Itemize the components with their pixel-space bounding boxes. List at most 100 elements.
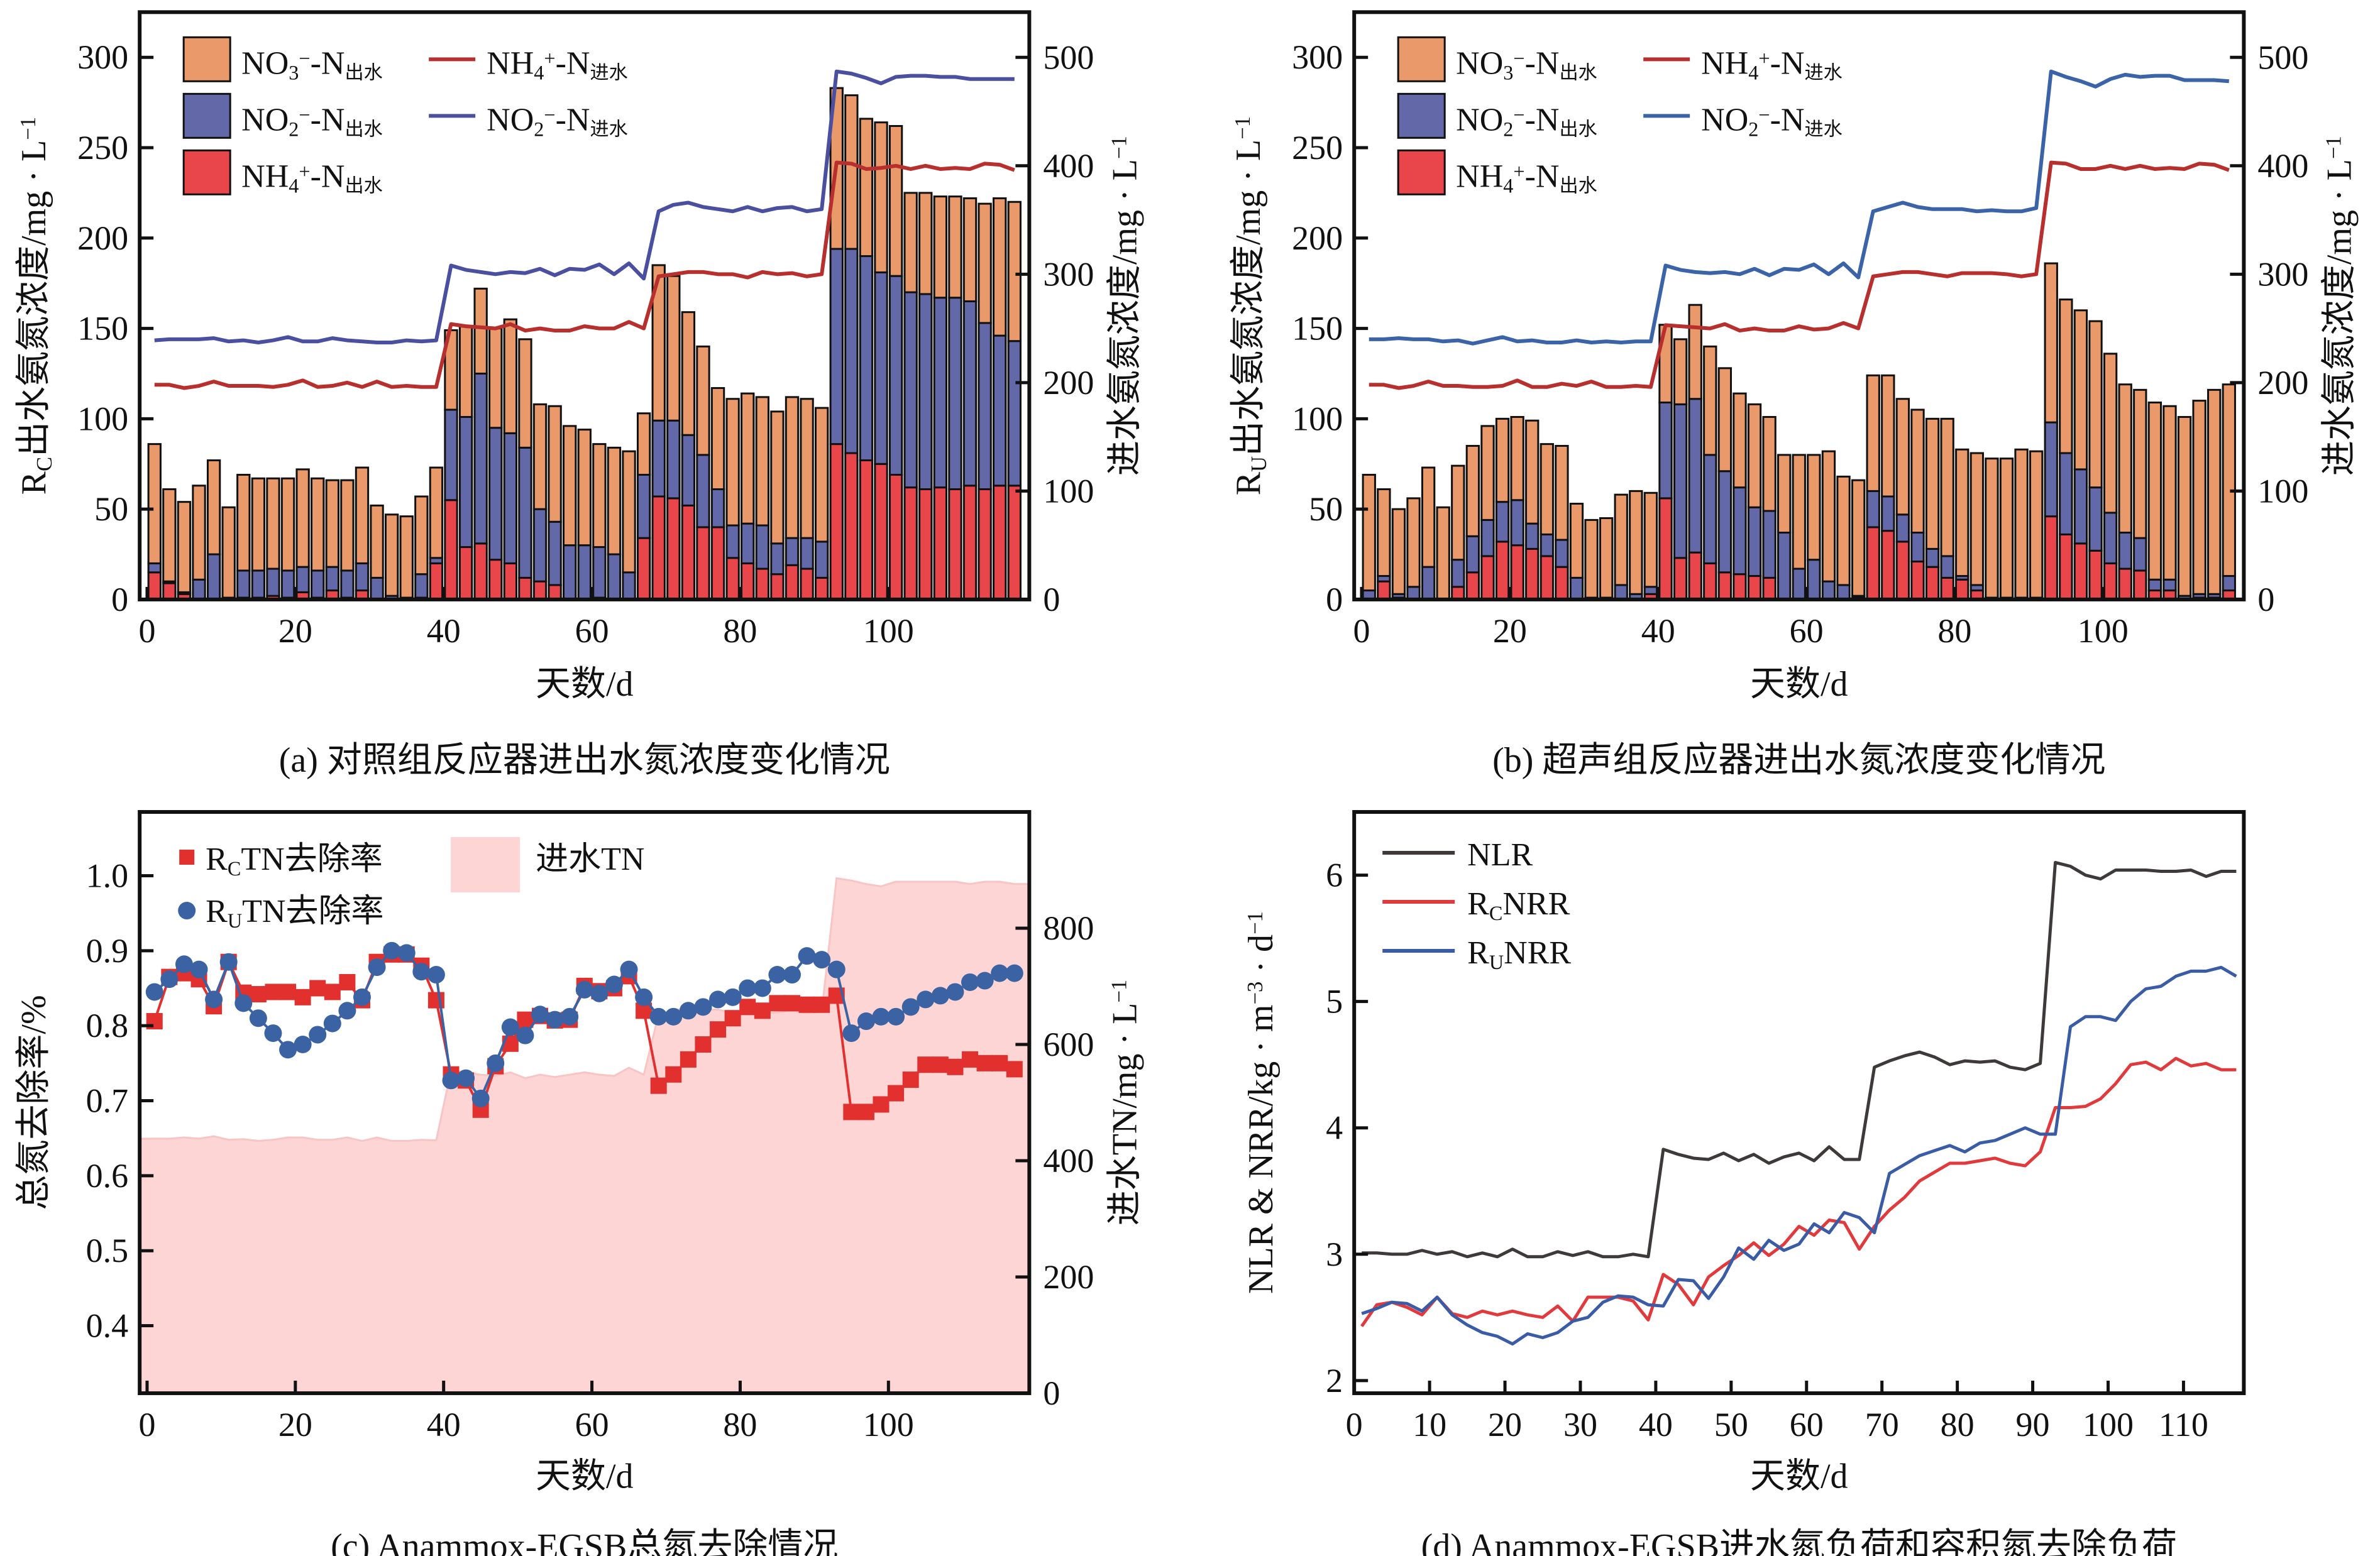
bar-nh4	[1955, 578, 1970, 601]
legend-label-nh4_in: NH4+-N进水	[1701, 45, 1843, 84]
bar-group	[1881, 374, 1895, 601]
bar-no3	[162, 488, 177, 583]
bar-group	[2162, 405, 2177, 601]
bar-group	[918, 192, 933, 601]
bar-group	[1925, 417, 1940, 601]
legend-label-ru_nrr: RUNRR	[1467, 935, 1571, 973]
bar-group	[666, 275, 681, 601]
panel-caption: (a) 对照组反应器进出水氮浓度变化情况	[279, 741, 890, 780]
marker-ru	[575, 980, 593, 999]
bar-nh4	[933, 486, 948, 601]
bar-group	[933, 195, 948, 601]
line-no2_in	[1369, 69, 2230, 346]
bar-group	[2133, 388, 2147, 601]
marker-ru	[487, 1054, 505, 1072]
y-tick-label: 300	[77, 38, 128, 76]
marker-ru	[679, 1002, 697, 1020]
y2-tick-label: 0	[2257, 581, 2274, 618]
x-tick-label: 20	[278, 1406, 312, 1444]
bar-nh4	[903, 486, 918, 601]
y-tick-label: 0	[1326, 581, 1343, 618]
marker-rc	[680, 1051, 697, 1068]
x-tick-label: 80	[723, 1406, 757, 1444]
plot-frame-b	[1352, 10, 2246, 601]
bar-no3	[355, 466, 370, 564]
bar-group	[1733, 392, 1747, 601]
bar-no3	[1436, 506, 1450, 601]
bar-no2	[681, 434, 696, 507]
bar-no3	[1881, 374, 1895, 498]
y-tick-label: 100	[77, 400, 128, 437]
bar-no2	[458, 415, 473, 549]
bar-no3	[295, 468, 310, 568]
bar-no2	[311, 569, 325, 599]
marker-ru	[827, 960, 846, 978]
bar-no3	[280, 477, 295, 572]
bar-nh4	[874, 463, 888, 601]
bar-no3	[206, 459, 221, 556]
bar-group	[592, 443, 607, 601]
bar-nh4	[147, 571, 162, 601]
bar-nh4	[473, 542, 488, 601]
bar-group	[903, 192, 918, 601]
bar-no3	[888, 124, 903, 277]
bar-no2	[741, 522, 755, 564]
bar-no3	[488, 327, 503, 429]
bar-no2	[800, 537, 814, 570]
bar-group	[147, 443, 162, 601]
bar-no3	[1999, 457, 2014, 599]
bar-no2	[518, 446, 532, 579]
bar-no3	[1599, 517, 1614, 599]
bar-no2	[1465, 535, 1480, 574]
marker-ru	[991, 964, 1009, 982]
x-tick-label: 40	[427, 1406, 461, 1444]
bar-nh4	[978, 488, 992, 601]
bar-group	[2014, 448, 2029, 601]
bar-no3	[1733, 392, 1747, 489]
bar-group	[414, 495, 429, 601]
marker-ru	[145, 983, 163, 1001]
bar-no2	[1777, 532, 1792, 601]
plot-frame-a	[138, 10, 1032, 601]
marker-ru	[546, 1011, 564, 1029]
bar-group	[266, 477, 280, 601]
bar-no3	[993, 197, 1007, 337]
legend: NLR RCNRR RUNRR	[1382, 837, 1571, 973]
bar-group	[488, 327, 503, 601]
bar-no3	[1629, 490, 1643, 595]
bar-no3	[2177, 415, 2192, 597]
bar-nh4	[696, 526, 710, 601]
marker-ru	[234, 994, 253, 1012]
bar-no3	[147, 443, 162, 564]
legend: NO3−-N出水 NH4+-N进水 NO2−-N出水 NO2−-N进水 NH4+-N出水	[1397, 36, 1843, 197]
bar-no3	[2207, 388, 2222, 595]
marker-ru	[709, 990, 727, 1009]
bar-group	[978, 202, 992, 601]
marker-ru	[175, 955, 193, 973]
y2-tick-label: 0	[1043, 1374, 1060, 1412]
bar-group	[162, 488, 177, 601]
bar-no2	[532, 508, 548, 583]
bar-no3	[458, 326, 473, 418]
marker-rc	[813, 996, 830, 1013]
bar-group	[444, 329, 458, 601]
marker-rc	[947, 1058, 964, 1075]
x-tick-label: 100	[863, 1406, 914, 1444]
bar-no3	[1614, 493, 1628, 586]
marker-rc	[754, 1002, 771, 1019]
bar-nh4	[1495, 540, 1510, 601]
bar-no2	[859, 255, 874, 461]
bar-no2	[295, 566, 310, 593]
marker-ru	[813, 951, 831, 969]
marker-rc	[517, 1011, 534, 1028]
bar-nh4	[844, 452, 859, 601]
marker-rc	[976, 1055, 993, 1071]
bar-group	[2044, 262, 2058, 601]
x-axis-title: 天数/d	[536, 665, 634, 704]
bar-no2	[1525, 522, 1540, 550]
bar-nh4	[429, 562, 444, 601]
bar-nh4	[755, 567, 769, 601]
bar-no3	[1821, 450, 1836, 583]
marker-rc	[695, 1036, 712, 1053]
